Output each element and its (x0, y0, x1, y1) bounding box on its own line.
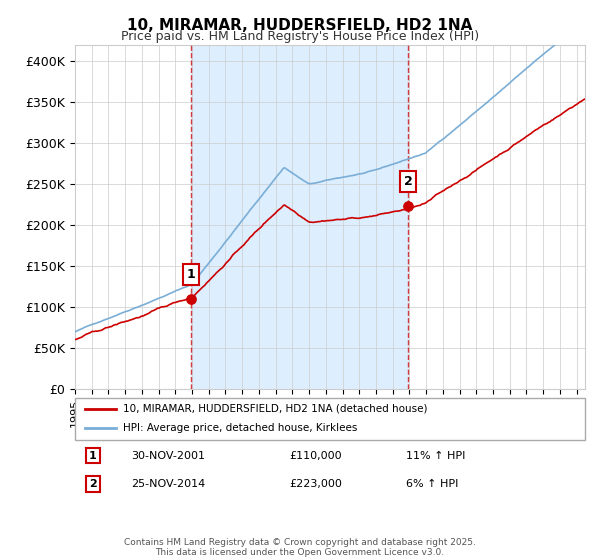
Text: 10, MIRAMAR, HUDDERSFIELD, HD2 1NA (detached house): 10, MIRAMAR, HUDDERSFIELD, HD2 1NA (deta… (124, 404, 428, 414)
Text: 30-NOV-2001: 30-NOV-2001 (131, 451, 205, 461)
Point (186, 295, 196, 304)
Text: 2: 2 (404, 175, 412, 188)
Point (403, 202, 413, 211)
Text: 2: 2 (89, 479, 97, 489)
Text: 1: 1 (186, 268, 195, 281)
Text: £110,000: £110,000 (289, 451, 342, 461)
Text: Contains HM Land Registry data © Crown copyright and database right 2025.
This d: Contains HM Land Registry data © Crown c… (124, 538, 476, 557)
Text: 10, MIRAMAR, HUDDERSFIELD, HD2 1NA: 10, MIRAMAR, HUDDERSFIELD, HD2 1NA (127, 18, 473, 34)
Bar (191, 45, 408, 389)
Text: 11% ↑ HPI: 11% ↑ HPI (407, 451, 466, 461)
FancyBboxPatch shape (75, 398, 585, 440)
Text: £223,000: £223,000 (289, 479, 342, 489)
Text: Price paid vs. HM Land Registry's House Price Index (HPI): Price paid vs. HM Land Registry's House … (121, 30, 479, 43)
Text: HPI: Average price, detached house, Kirklees: HPI: Average price, detached house, Kirk… (124, 423, 358, 433)
Text: 1: 1 (89, 451, 97, 461)
Text: 6% ↑ HPI: 6% ↑ HPI (407, 479, 459, 489)
Text: 25-NOV-2014: 25-NOV-2014 (131, 479, 205, 489)
